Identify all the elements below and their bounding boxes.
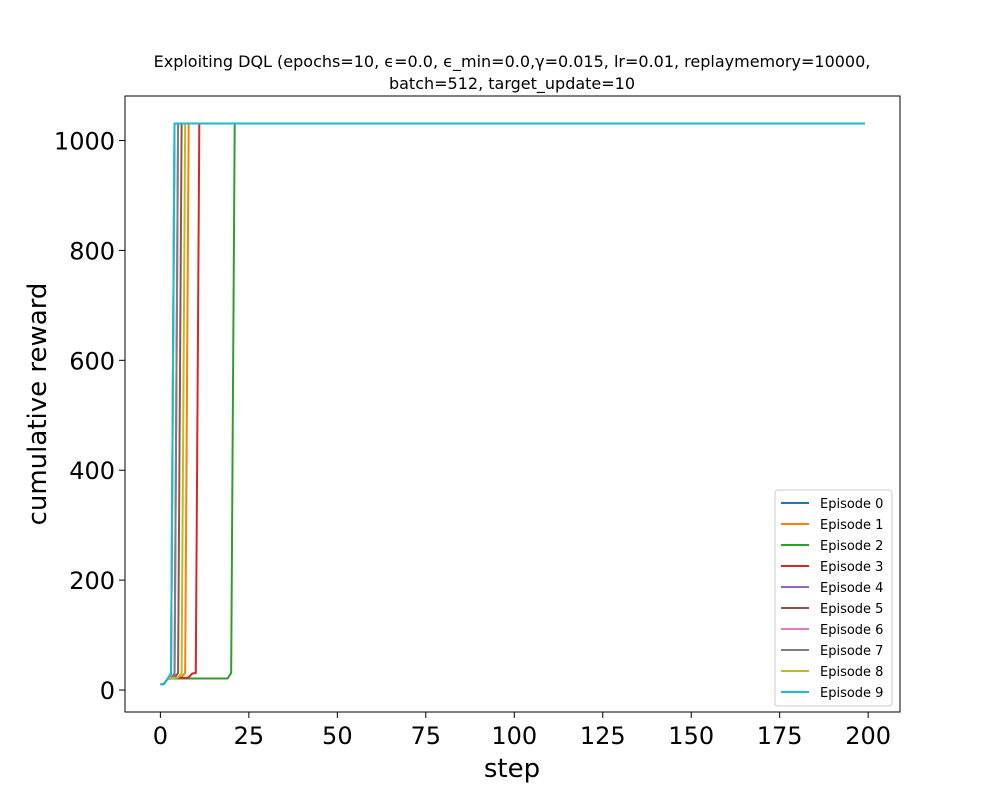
x-tick-label: 75: [411, 722, 442, 750]
series-line-episode-6: [160, 122, 865, 686]
x-tick-label: 100: [491, 722, 537, 750]
legend-label-episode-4: Episode 4: [820, 581, 883, 596]
x-tick-label: 150: [668, 722, 714, 750]
y-tick-label: 1000: [54, 128, 115, 156]
series-line-episode-1: [160, 122, 865, 686]
series-line-episode-4: [160, 122, 865, 686]
x-axis-label: step: [484, 754, 540, 784]
series-line-episode-3: [160, 122, 865, 686]
legend-label-episode-2: Episode 2: [820, 539, 883, 554]
y-axis-label: cumulative reward: [23, 283, 53, 526]
x-tick-label: 0: [153, 722, 168, 750]
series-layer: [160, 122, 865, 686]
series-line-episode-5: [160, 122, 865, 686]
legend-label-episode-1: Episode 1: [820, 518, 883, 533]
legend-label-episode-5: Episode 5: [820, 602, 883, 617]
y-tick-label: 800: [69, 237, 115, 265]
series-line-episode-2: [160, 122, 865, 686]
series-line-episode-0: [160, 122, 865, 686]
y-tick-label: 200: [69, 567, 115, 595]
x-tick-label: 125: [580, 722, 626, 750]
x-tick-label: 200: [845, 722, 891, 750]
legend-label-episode-0: Episode 0: [820, 497, 883, 512]
y-axis: 0 200 400 600 800 1000: [54, 128, 125, 705]
legend-label-episode-7: Episode 7: [820, 644, 883, 659]
chart-title-line-2: batch=512, target_update=10: [389, 74, 635, 94]
y-tick-label: 0: [100, 677, 115, 705]
chart-title-line-1: Exploiting DQL (epochs=10, ϵ=0.0, ϵ_min=…: [154, 52, 871, 72]
x-axis: 0 25 50 75 100 125 150 175 200: [153, 712, 891, 750]
x-tick-label: 175: [757, 722, 803, 750]
legend-label-episode-3: Episode 3: [820, 560, 883, 575]
x-tick-label: 25: [234, 722, 265, 750]
series-line-episode-7: [160, 122, 865, 686]
plot-frame: [124, 95, 901, 713]
series-line-episode-9: [160, 122, 865, 686]
legend: Episode 0 Episode 1 Episode 2 Episode 3 Epis…: [774, 489, 893, 707]
legend-label-episode-6: Episode 6: [820, 623, 883, 638]
legend-label-episode-8: Episode 8: [820, 665, 883, 680]
series-line-episode-8: [160, 122, 865, 686]
legend-label-episode-9: Episode 9: [820, 686, 883, 701]
x-tick-label: 50: [322, 722, 353, 750]
y-tick-label: 400: [69, 457, 115, 485]
y-tick-label: 600: [69, 347, 115, 375]
